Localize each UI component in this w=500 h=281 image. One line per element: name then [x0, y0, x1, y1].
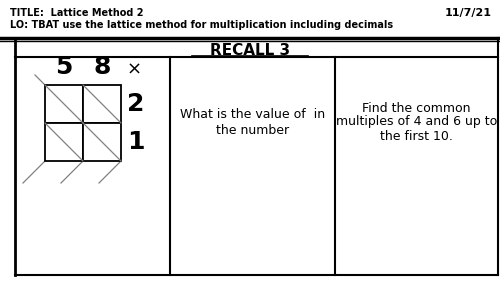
Bar [45, 85, 83, 123]
Bar [83, 85, 121, 123]
Text: 8: 8 [94, 55, 110, 79]
Text: RECALL 3: RECALL 3 [210, 43, 290, 58]
Text: TITLE:  Lattice Method 2: TITLE: Lattice Method 2 [10, 8, 143, 18]
Text: 1: 1 [127, 130, 144, 154]
Text: 5: 5 [56, 55, 72, 79]
Text: the first 10.: the first 10. [380, 130, 453, 142]
Text: Find the common: Find the common [362, 101, 471, 114]
Bar [45, 123, 83, 161]
Text: What is the value of  in: What is the value of in [180, 108, 325, 121]
Text: LO: TBAT use the lattice method for multiplication including decimals: LO: TBAT use the lattice method for mult… [10, 20, 393, 30]
Text: multiples of 4 and 6 up to: multiples of 4 and 6 up to [336, 115, 497, 128]
Text: the number: the number [216, 124, 289, 137]
Text: 2: 2 [127, 92, 144, 116]
Text: 11/7/21: 11/7/21 [445, 8, 492, 18]
Text: ×: × [127, 61, 142, 79]
Bar [83, 123, 121, 161]
